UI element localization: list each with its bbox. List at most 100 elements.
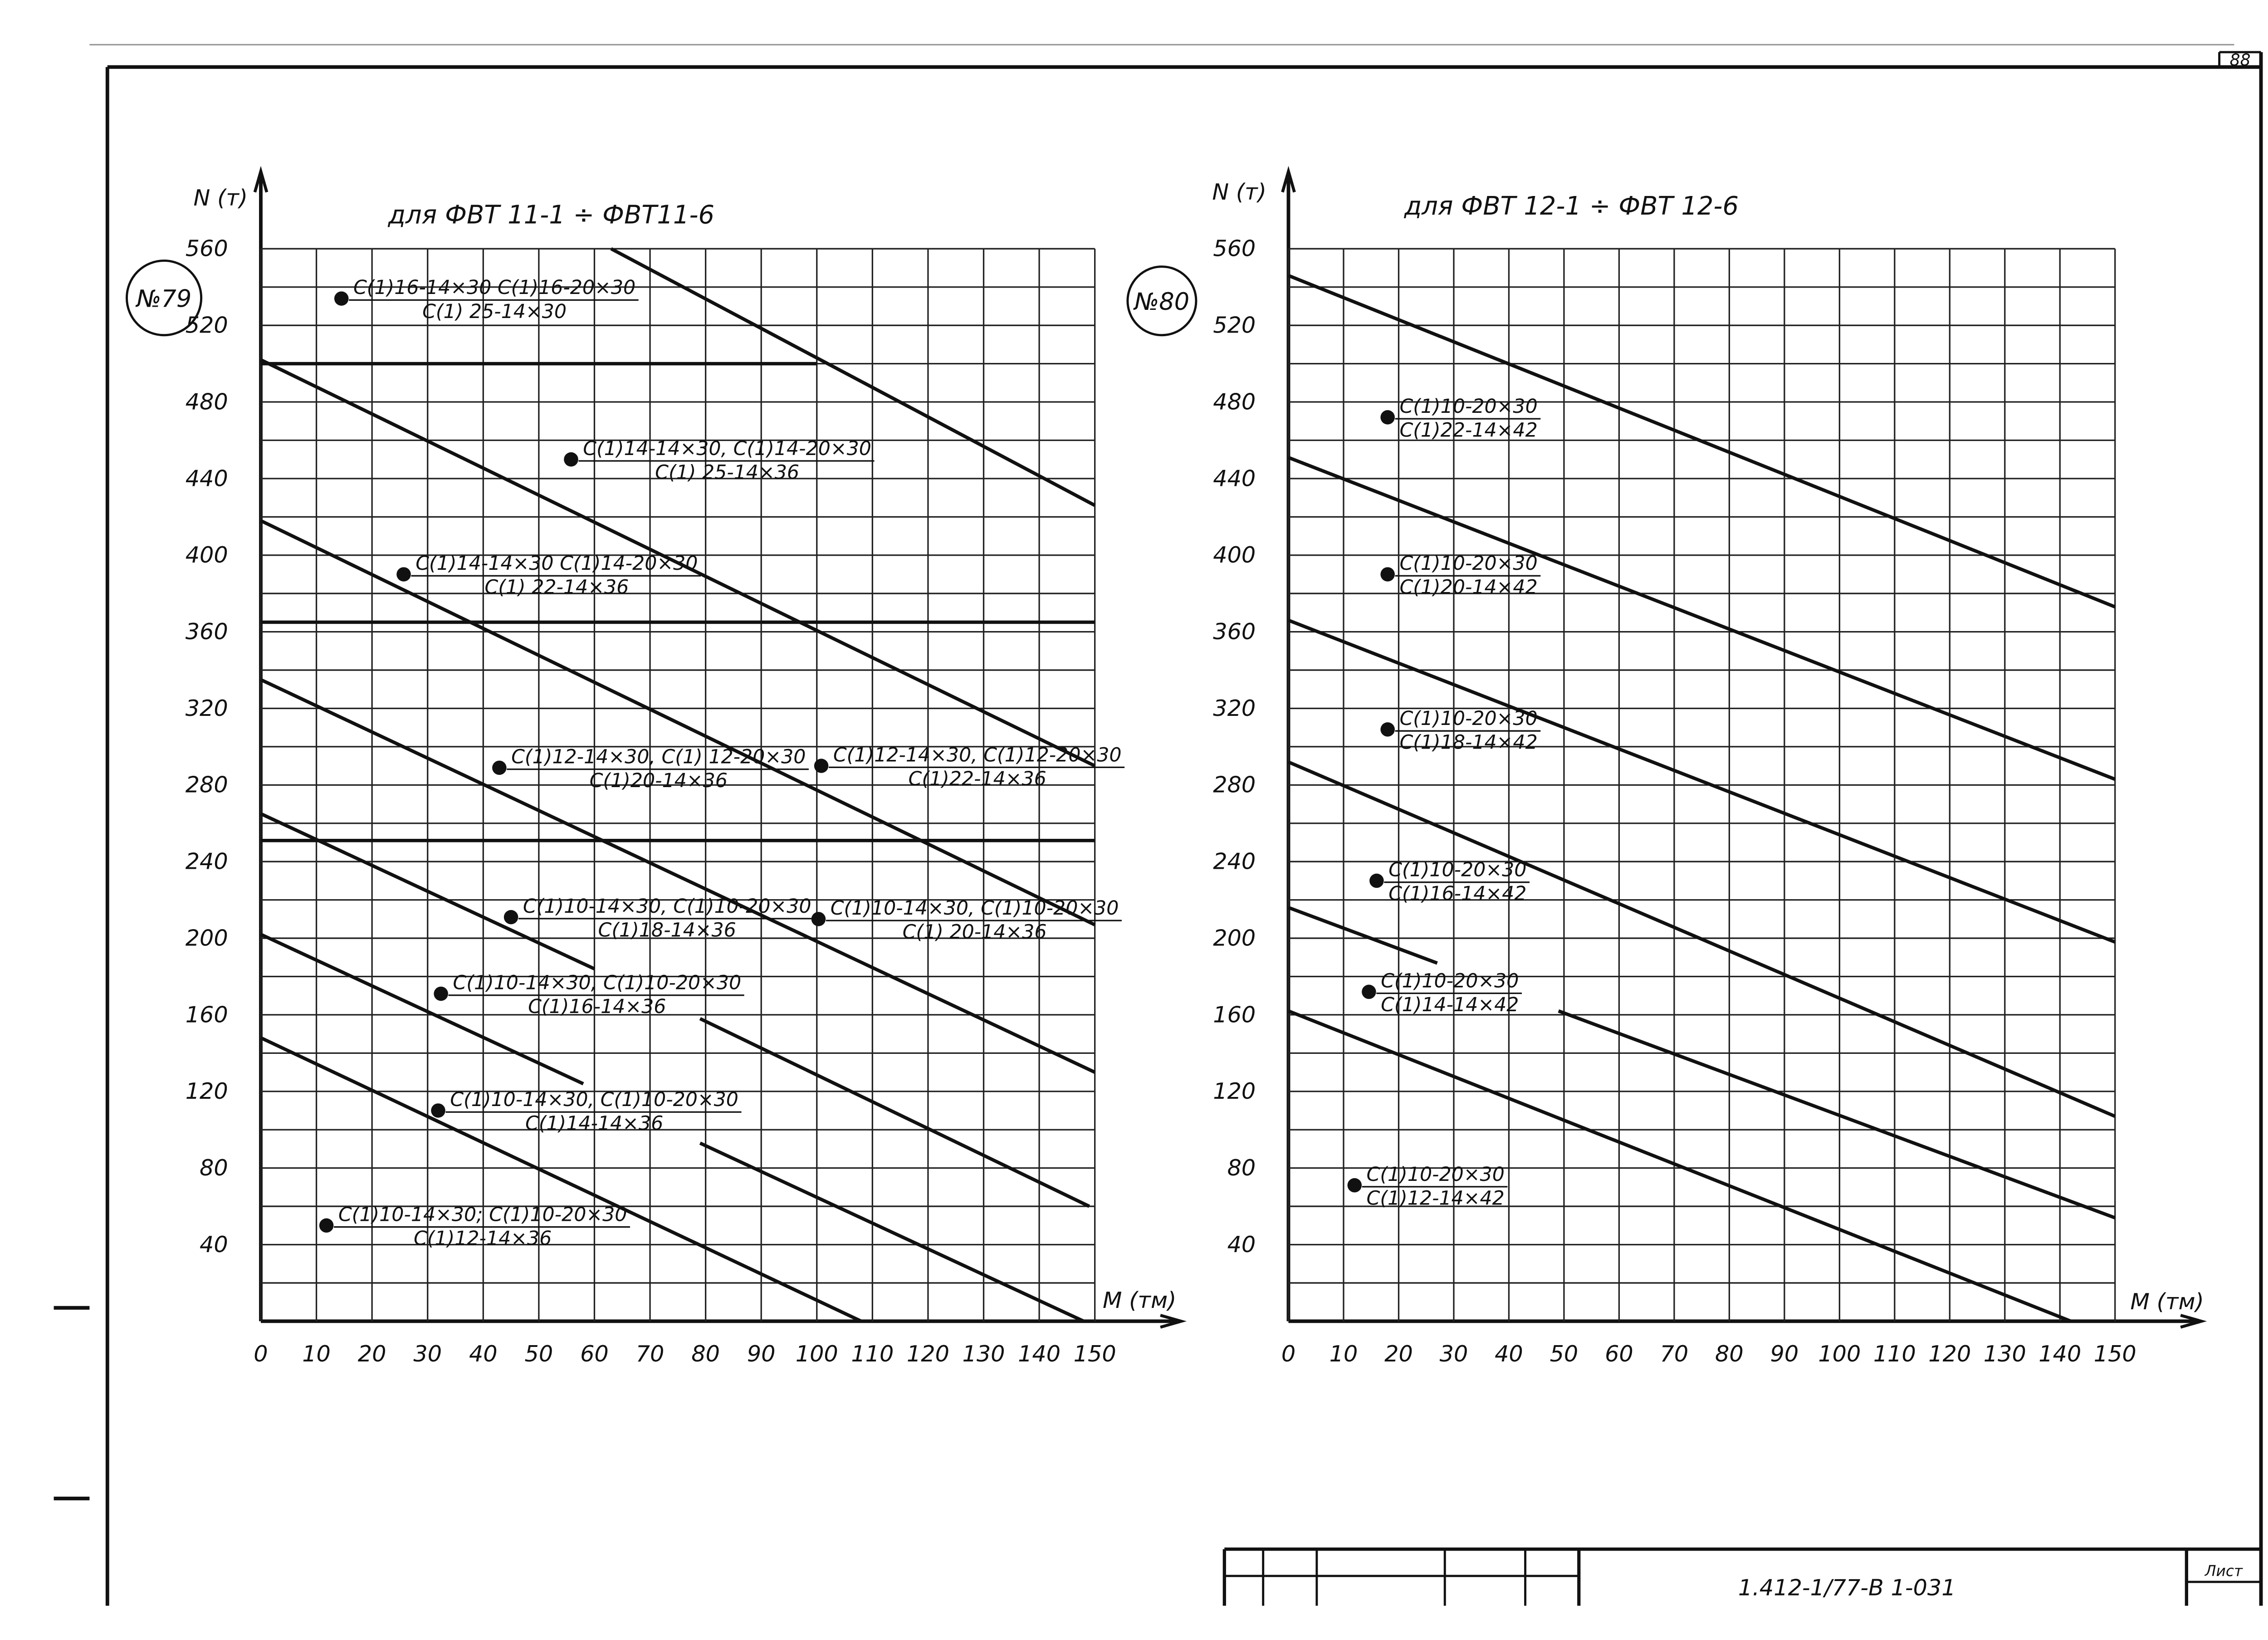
x-tick-label: 50 xyxy=(1550,1341,1579,1367)
y-tick-label: 200 xyxy=(1213,925,1256,951)
point-label: С(1) 25-14×30 xyxy=(422,300,567,323)
x-tick-label: 90 xyxy=(1770,1341,1799,1367)
sheet-label: Лист xyxy=(2204,1562,2243,1580)
sheet-frame xyxy=(54,44,2263,1606)
y-tick-label: 320 xyxy=(1213,695,1256,721)
badge-circle xyxy=(126,259,203,337)
point xyxy=(814,759,829,773)
x-tick-label: 130 xyxy=(962,1341,1005,1367)
point xyxy=(1362,984,1376,999)
x-tick-label: 90 xyxy=(747,1341,776,1367)
x-tick-label: 0 xyxy=(254,1341,268,1367)
point-label: С(1)12-14×36 xyxy=(414,1227,552,1250)
y-tick-label: 40 xyxy=(1227,1231,1256,1258)
chart: 0 10 20 30 40 50 60 70 80 90 100 110 120 130 140 150 40 8… xyxy=(126,166,1187,1367)
x-tick-label: 100 xyxy=(796,1341,838,1367)
point-label: С(1)16-14×36 xyxy=(528,995,666,1018)
interaction-line xyxy=(610,247,1096,507)
point-label: С(1)10-20×30 xyxy=(1381,969,1519,992)
point-label: С(1)10-20×30 xyxy=(1399,707,1537,730)
point xyxy=(1380,410,1395,425)
point-label: С(1)12-14×30, С(1) 12-20×30 xyxy=(511,745,806,768)
interaction-line xyxy=(1288,906,2116,1219)
y-tick-label: 240 xyxy=(186,848,228,875)
point-label: С(1)16-14×30 С(1)16-20×30 xyxy=(353,276,635,299)
chart-title: для ФВТ 11-1 ÷ ФВТ11-6 xyxy=(387,201,714,230)
interaction-line xyxy=(1288,618,2116,944)
x-tick-label: 150 xyxy=(1074,1341,1116,1367)
point xyxy=(319,1218,334,1233)
y-tick-label: 480 xyxy=(1213,388,1256,415)
x-tick-label: 20 xyxy=(358,1341,386,1367)
interaction-line xyxy=(260,812,1090,1208)
x-tick-label: 120 xyxy=(1928,1341,1971,1367)
x-tick-label: 110 xyxy=(1873,1341,1916,1367)
x-axis-label: M (тм) xyxy=(1103,1287,1176,1313)
interaction-line xyxy=(1288,274,2116,609)
x-tick-label: 70 xyxy=(1660,1341,1689,1367)
x-tick-label: 10 xyxy=(1330,1341,1358,1367)
point-label: С(1) 20-14×36 xyxy=(903,921,1047,944)
y-tick-label: 40 xyxy=(200,1231,228,1258)
point xyxy=(334,291,349,306)
y-tick-label: 160 xyxy=(186,1001,228,1028)
point-label: С(1)12-14×30, С(1)12-20×30 xyxy=(833,744,1122,766)
y-tick-label: 440 xyxy=(1213,465,1256,491)
point-label: С(1)10-20×30 xyxy=(1399,395,1537,418)
y-tick-label: 360 xyxy=(186,618,228,645)
y-tick-label: 560 xyxy=(1213,235,1256,262)
interaction-line xyxy=(260,678,1096,1074)
y-axis-arrow xyxy=(1281,166,1296,193)
x-tick-label: 30 xyxy=(413,1341,442,1367)
x-tick-label: 140 xyxy=(1018,1341,1061,1367)
point-label: С(1)16-14×42 xyxy=(1388,882,1526,905)
x-tick-label: 120 xyxy=(907,1341,949,1367)
point-label: С(1)14-14×30, С(1)14-20×30 xyxy=(583,437,871,460)
x-tick-label: 20 xyxy=(1384,1341,1413,1367)
point-label: С(1)18-14×36 xyxy=(598,919,736,941)
chart-title: для ФВТ 12-1 ÷ ФВТ 12-6 xyxy=(1404,191,1739,221)
y-axis-label: N (т) xyxy=(1212,179,1266,205)
x-tick-label: 70 xyxy=(636,1341,665,1367)
x-tick-label: 100 xyxy=(1818,1341,1861,1367)
point-label: С(1)10-14×30, С(1)10-20×30 xyxy=(831,897,1119,920)
y-tick-label: 480 xyxy=(186,388,228,415)
y-tick-label: 320 xyxy=(186,695,228,721)
interaction-line xyxy=(1288,1009,2072,1323)
point-label: С(1)22-14×42 xyxy=(1399,419,1537,441)
y-tick-label: 240 xyxy=(1213,848,1256,875)
y-tick-label: 200 xyxy=(186,925,228,951)
x-tick-label: 30 xyxy=(1440,1341,1468,1367)
chart-badge: №80 xyxy=(1133,288,1189,316)
y-tick-label: 280 xyxy=(186,772,228,798)
y-tick-label: 440 xyxy=(186,465,228,491)
y-tick-label: 400 xyxy=(1213,542,1256,568)
chart: 0 10 20 30 40 50 60 70 80 90 100 110 120 130 140 150 40 8… xyxy=(1126,166,2207,1367)
y-tick-label: 80 xyxy=(200,1155,228,1181)
point-label: С(1)10-14×30, С(1)10-20×30 xyxy=(450,1088,738,1111)
point xyxy=(1369,873,1384,888)
x-tick-label: 130 xyxy=(1984,1341,2026,1367)
point-label: С(1) 22-14×36 xyxy=(484,576,629,599)
point-label: С(1)14-14×30 С(1)14-20×30 xyxy=(415,552,698,575)
point xyxy=(1380,567,1395,582)
point-label: С(1)18-14×42 xyxy=(1399,731,1537,754)
point-label: С(1)20-14×36 xyxy=(590,769,728,792)
interaction-line xyxy=(260,358,1096,768)
point-label: С(1)20-14×42 xyxy=(1399,576,1537,599)
drawing-code: 1.412-1/77-В 1-031 xyxy=(1738,1574,1956,1601)
point xyxy=(492,760,507,775)
x-tick-label: 40 xyxy=(1495,1341,1523,1367)
x-tick-label: 140 xyxy=(2038,1341,2081,1367)
point xyxy=(811,912,826,926)
interaction-line xyxy=(260,519,1096,926)
x-tick-label: 80 xyxy=(1715,1341,1744,1367)
y-tick-label: 560 xyxy=(186,235,228,262)
point xyxy=(1347,1178,1362,1193)
y-tick-label: 400 xyxy=(186,542,228,568)
x-axis-label: M (тм) xyxy=(2130,1288,2204,1315)
x-axis-arrow xyxy=(1160,1314,1187,1329)
point-label: С(1)14-14×36 xyxy=(525,1112,663,1135)
chart-badge: №79 xyxy=(135,285,191,313)
